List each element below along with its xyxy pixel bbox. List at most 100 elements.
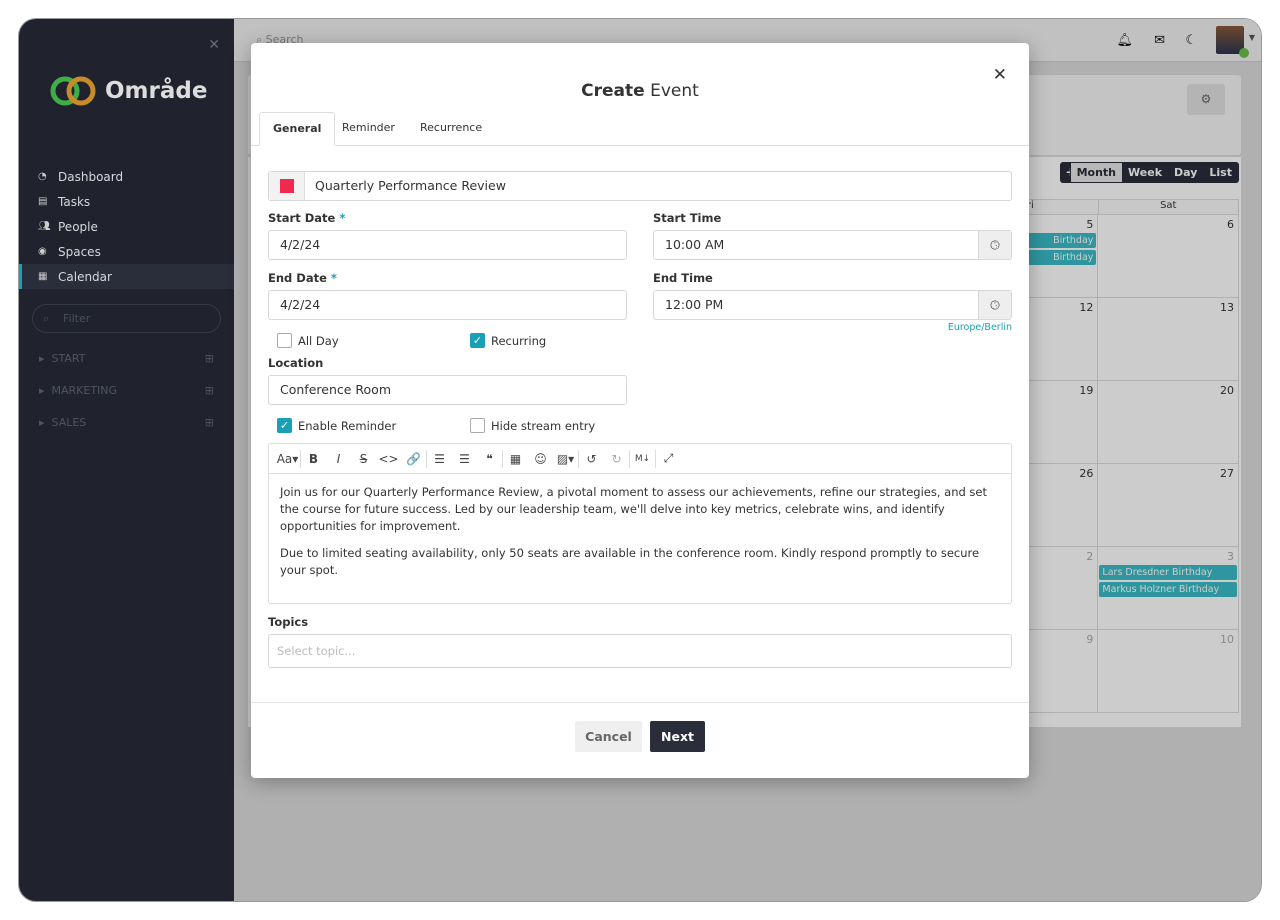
checkbox-label: Enable Reminder (298, 418, 397, 433)
calendar-day[interactable]: 19 (958, 381, 1099, 463)
sidebar-item-tasks[interactable]: ▤ Tasks (19, 189, 234, 214)
day-number: 2 (1086, 550, 1094, 563)
avatar[interactable] (1216, 26, 1249, 58)
table-icon[interactable]: ▦ (509, 451, 522, 466)
bullet-list-icon[interactable]: ☰ (434, 451, 445, 466)
logo-rings-icon (50, 76, 96, 106)
next-button[interactable]: Next (650, 721, 705, 752)
group-sales[interactable]: ▸ SALES ⊞ (39, 416, 214, 429)
chevron-down-icon[interactable]: ▼ (1248, 33, 1255, 42)
topics-select[interactable]: Select topic... (268, 634, 1012, 668)
sidebar-item-label: Tasks (58, 194, 91, 209)
end-date-input[interactable]: 4/2/24 (268, 290, 627, 320)
view-day[interactable]: Day (1174, 166, 1198, 179)
emoji-icon[interactable]: ☺ (534, 451, 547, 466)
day-number: 27 (1219, 467, 1234, 480)
day-number: 10 (1219, 633, 1234, 646)
sidebar-item-calendar[interactable]: ▦ Calendar (19, 264, 234, 289)
add-icon[interactable]: ⊞ (204, 352, 214, 365)
undo-icon[interactable]: ↺ (586, 451, 597, 466)
event-title-input[interactable]: Quarterly Performance Review (268, 171, 1012, 201)
description-paragraph: Due to limited seating availability, onl… (280, 546, 980, 577)
bell-icon[interactable]: 🔔︎ (1116, 33, 1133, 48)
close-icon[interactable]: ✕ (992, 65, 1007, 85)
group-start[interactable]: ▸ START ⊞ (39, 352, 214, 365)
sidebar: ✕ Område ◔ Dashboard ▤ Tasks 👥︎ People ◉ Spa… (19, 19, 234, 901)
numbered-list-icon[interactable]: ☰ (459, 451, 470, 466)
end-date-label: End Date * (268, 271, 337, 285)
moon-icon[interactable]: ☾ (1185, 33, 1197, 48)
strikethrough-icon[interactable]: S (359, 451, 368, 466)
clock-icon[interactable]: 🕓︎ (978, 291, 1011, 319)
calendar-event[interactable]: Lars Dresdner Birthday (1099, 565, 1237, 580)
hide-stream-checkbox[interactable]: Hide stream entry (470, 418, 595, 433)
calendar-event[interactable]: Markus Holzner Birthday (1099, 582, 1237, 597)
group-label: ▸ MARKETING (39, 384, 118, 397)
tab-reminder[interactable]: Reminder (342, 121, 395, 134)
view-month[interactable]: Month (1070, 163, 1123, 182)
checkbox-label: All Day (298, 333, 339, 348)
italic-icon[interactable]: I (336, 451, 341, 466)
checkbox-box[interactable] (277, 333, 292, 348)
timezone-link[interactable]: Europe/Berlin (947, 322, 1012, 333)
color-picker[interactable] (269, 172, 305, 200)
font-size-icon[interactable]: Aa▾ (276, 451, 299, 466)
mail-icon[interactable]: ✉ (1154, 33, 1165, 48)
group-marketing[interactable]: ▸ MARKETING ⊞ (39, 384, 214, 397)
sidebar-item-label: People (58, 219, 98, 234)
description-paragraph: Join us for our Quarterly Performance Re… (280, 485, 988, 533)
sidebar-item-dashboard[interactable]: ◔ Dashboard (19, 164, 234, 189)
start-time-input[interactable]: 10:00 AM 🕓︎ (653, 230, 1012, 260)
bold-icon[interactable]: B (308, 451, 319, 466)
description-editor: Aa▾ B I S <> 🔗 ☰ ☰ ❝ ▦ ☺ ▨▾ ↺ ↻ M↓ ⤢ Joi… (268, 443, 1012, 604)
calendar-day[interactable]: 2 (958, 547, 1099, 629)
editor-content[interactable]: Join us for our Quarterly Performance Re… (269, 474, 1011, 599)
redo-icon[interactable]: ↻ (611, 451, 622, 466)
fullscreen-icon[interactable]: ⤢ (663, 451, 674, 465)
all-day-checkbox[interactable]: All Day (277, 333, 339, 348)
sidebar-item-spaces[interactable]: ◉ Spaces (19, 239, 234, 264)
calendar-day[interactable]: 27 (1098, 464, 1239, 546)
tab-general[interactable]: General (259, 112, 336, 146)
event-title-value: Quarterly Performance Review (315, 178, 506, 193)
calendar-day[interactable]: 20 (1098, 381, 1239, 463)
check-icon[interactable]: ✓ (277, 418, 292, 433)
check-icon[interactable]: ✓ (470, 333, 485, 348)
code-icon[interactable]: <> (378, 451, 399, 466)
cancel-button[interactable]: Cancel (575, 721, 642, 752)
day-number: 26 (1079, 467, 1094, 480)
enable-reminder-checkbox[interactable]: ✓ Enable Reminder (277, 418, 396, 433)
calendar-day[interactable]: 3 Lars Dresdner Birthday Markus Holzner Bi… (1098, 547, 1239, 629)
search-placeholder: Search (265, 33, 304, 46)
close-sidebar-icon[interactable]: ✕ (208, 37, 220, 53)
filter-input[interactable]: ⌕ Filter (32, 304, 221, 333)
checkbox-box[interactable] (470, 418, 485, 433)
sidebar-item-people[interactable]: 👥︎ People (19, 214, 234, 239)
recurring-checkbox[interactable]: ✓ Recurring (470, 333, 546, 348)
quote-icon[interactable]: ❝ (486, 451, 493, 466)
view-week[interactable]: Week (1128, 166, 1163, 179)
add-icon[interactable]: ⊞ (204, 416, 214, 429)
calendar-day[interactable]: 9 (958, 630, 1099, 712)
tab-recurrence[interactable]: Recurrence (420, 121, 483, 134)
image-icon[interactable]: ▨▾ (556, 451, 575, 466)
settings-button[interactable]: ⚙ (1187, 84, 1225, 115)
tasks-icon: ▤ (38, 196, 48, 207)
location-input[interactable]: Conference Room (268, 375, 627, 405)
calendar-day[interactable]: 26 (958, 464, 1099, 546)
start-date-input[interactable]: 4/2/24 (268, 230, 627, 260)
add-icon[interactable]: ⊞ (204, 384, 214, 397)
search-input[interactable]: ⌕ Search (256, 33, 304, 46)
view-list[interactable]: List (1209, 166, 1232, 179)
calendar-day[interactable]: 10 (1098, 630, 1239, 712)
link-icon[interactable]: 🔗 (406, 451, 421, 466)
group-label: ▸ SALES (39, 416, 87, 429)
end-time-value: 12:00 PM (665, 297, 724, 312)
calendar-day[interactable]: 6 (1098, 215, 1239, 297)
calendar-day[interactable]: 12 (958, 298, 1099, 380)
people-icon: 👥︎ (38, 221, 51, 232)
clock-icon[interactable]: 🕓︎ (978, 231, 1011, 259)
end-time-input[interactable]: 12:00 PM 🕓︎ (653, 290, 1012, 320)
markdown-icon[interactable]: M↓ (634, 453, 651, 464)
calendar-day[interactable]: 13 (1098, 298, 1239, 380)
